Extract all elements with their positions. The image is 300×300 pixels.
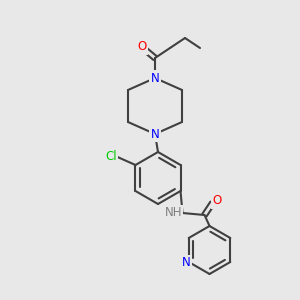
Text: N: N xyxy=(151,71,159,85)
Text: N: N xyxy=(151,128,159,140)
Text: N: N xyxy=(182,256,191,269)
Text: O: O xyxy=(212,194,221,208)
Text: O: O xyxy=(137,40,147,53)
Text: Cl: Cl xyxy=(106,149,117,163)
Text: NH: NH xyxy=(165,206,182,220)
